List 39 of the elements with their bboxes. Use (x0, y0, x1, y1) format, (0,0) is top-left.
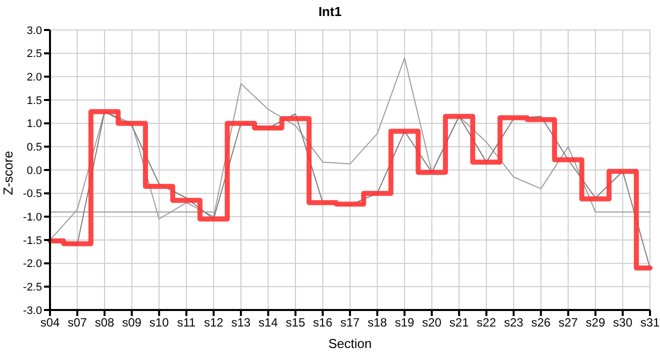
x-tick-label: s15 (286, 316, 306, 330)
y-tick-label: -2.5 (23, 282, 42, 294)
x-tick-label: s27 (558, 316, 578, 330)
x-tick-label: s08 (94, 316, 115, 330)
x-tick-label: s17 (340, 316, 360, 330)
chart-title: Int1 (317, 4, 343, 19)
x-tick-label: s13 (231, 316, 251, 330)
y-tick-label: -3.0 (23, 304, 42, 317)
x-tick-label: s18 (368, 316, 388, 330)
x-axis-title: Section (328, 336, 372, 351)
y-tick-label: 2.0 (26, 72, 42, 84)
y-tick-label: 2.5 (26, 48, 42, 60)
x-tick-label: s26 (531, 316, 551, 330)
x-tick-label: s19 (394, 316, 415, 330)
x-tick-label: s09 (122, 316, 142, 330)
x-tick-label: s23 (504, 316, 524, 330)
y-tick-label: -2.0 (23, 258, 42, 270)
y-tick-label: -1.0 (23, 212, 42, 224)
y-tick-label: -0.5 (23, 188, 42, 200)
x-tick-label: s07 (68, 316, 88, 330)
x-tick-label: s22 (476, 316, 496, 330)
x-tick-label: s20 (422, 316, 442, 330)
x-tick-label: s14 (258, 316, 278, 330)
y-tick-label: 3.0 (26, 24, 42, 37)
x-tick-label: s12 (204, 316, 224, 330)
x-tick-label: s30 (613, 316, 633, 330)
y-tick-label: 1.5 (26, 94, 42, 107)
x-tick-label: s10 (149, 316, 170, 330)
x-tick-label: s04 (40, 316, 60, 330)
x-tick-label: s11 (177, 316, 196, 330)
x-tick-label: s16 (313, 316, 333, 330)
y-tick-label: 1.0 (26, 118, 42, 130)
x-tick-label: s31 (640, 316, 660, 330)
x-tick-label: s21 (449, 316, 470, 330)
y-tick-label: -1.5 (23, 234, 42, 247)
x-tick-label: s29 (586, 316, 606, 330)
y-tick-label: 0.5 (26, 142, 42, 154)
y-axis-title: Z-score (0, 150, 16, 195)
y-tick-label: 0.0 (26, 164, 42, 177)
